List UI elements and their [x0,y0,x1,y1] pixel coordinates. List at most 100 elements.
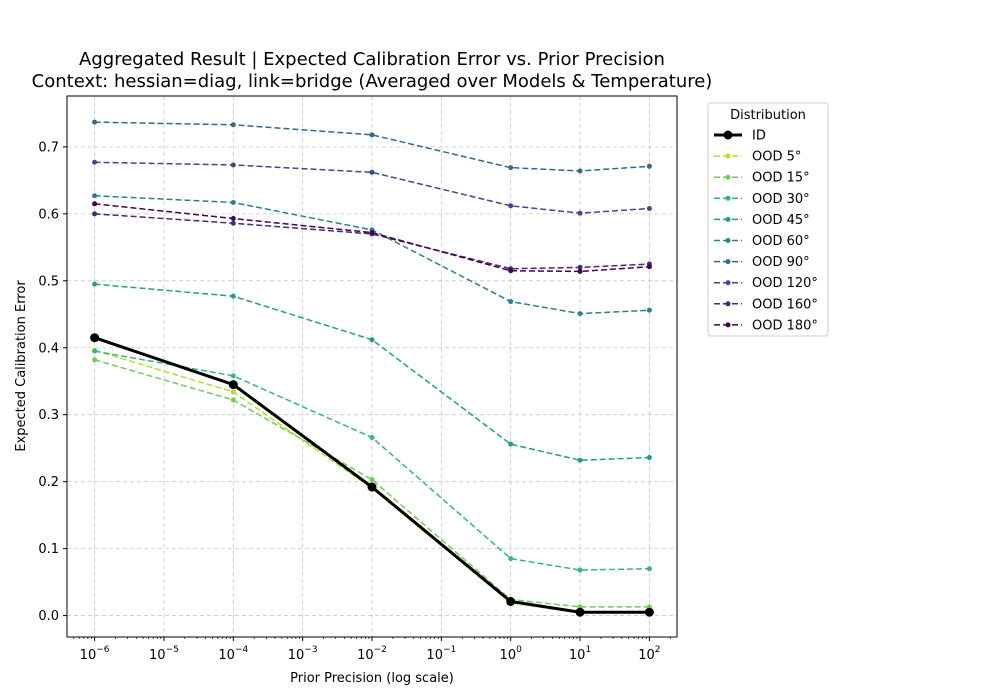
plot-area [67,96,677,637]
legend-label: OOD 5° [752,150,801,165]
series-line [94,336,650,614]
x-tick-label: 10−1 [426,645,456,663]
data-point [92,193,98,199]
data-point [506,597,516,607]
legend-item: OOD 120° [714,276,818,291]
legend-box [707,102,829,337]
data-point [508,299,514,305]
data-point [92,357,98,363]
y-axis-label: Expected Calibration Error [14,280,29,452]
series-line [94,350,650,571]
data-point [230,216,236,222]
legend-marker [725,259,731,265]
y-tick-label: 0.6 [38,207,59,222]
x-tick-label: 10−5 [149,645,179,663]
data-point [577,264,583,270]
data-point [92,281,98,287]
legend: Distribution ID OOD 5° OOD 15° OOD 30° OOD 4… [707,102,829,337]
y-tick-label: 0.3 [38,408,59,423]
legend-item: OOD 5° [714,150,801,165]
legend-items: ID OOD 5° OOD 15° OOD 30° OOD 45° OOD 60° OOD … [714,129,818,333]
data-point [92,211,98,217]
x-tick-label: 102 [638,645,660,663]
data-point [230,293,236,299]
legend-marker [725,195,731,201]
legend-marker [725,301,731,307]
data-point [508,165,514,171]
series-line [94,349,650,614]
chart-subtitle: Context: hessian=diag, link=bridge (Aver… [32,71,713,92]
legend-marker [725,153,731,159]
data-point [575,607,585,617]
legend-item: OOD 30° [714,192,810,207]
legend-marker [725,322,731,328]
data-point [646,205,652,211]
y-tick-label: 0.5 [38,274,59,289]
series-line [94,283,650,461]
data-point [508,441,514,447]
legend-item: OOD 160° [714,297,818,312]
legend-label: OOD 180° [752,318,818,333]
legend-label: OOD 30° [752,192,810,207]
data-point [369,434,375,440]
data-point [369,132,375,138]
data-point [369,169,375,175]
data-point [92,119,98,125]
data-point [646,264,652,270]
legend-label: OOD 60° [752,234,810,249]
x-tick-label: 10−2 [357,645,387,663]
y-tick-label: 0.1 [38,542,59,557]
data-point [508,556,514,562]
data-point [367,482,377,492]
data-point [230,122,236,128]
y-tick-label: 0.7 [38,140,59,155]
data-point [92,348,98,354]
data-point [230,397,236,403]
x-tick-label: 10−6 [80,645,110,663]
chart-title: Aggregated Result | Expected Calibration… [79,49,665,70]
data-point [230,373,236,379]
data-point [230,162,236,168]
data-point [508,268,514,274]
legend-title: Distribution [730,108,806,123]
legend-label: OOD 45° [752,213,810,228]
data-point [577,567,583,573]
legend-label: OOD 160° [752,297,818,312]
data-point [228,380,238,390]
data-point [577,210,583,216]
y-tick-label: 0.4 [38,341,59,356]
data-point [230,199,236,205]
series-line [94,195,650,315]
legend-marker [725,174,731,180]
data-point [644,607,654,617]
legend-label: OOD 120° [752,276,818,291]
gridlines [67,96,677,637]
legend-label: ID [752,129,766,144]
data-point [369,477,375,483]
data-point [577,268,583,274]
legend-marker [723,130,733,140]
data-point [577,457,583,463]
legend-item: OOD 45° [714,213,810,228]
data-point [577,168,583,174]
series-lines [90,119,654,617]
data-point [369,337,375,343]
legend-marker [725,216,731,222]
legend-item: OOD 180° [714,318,818,333]
legend-item: OOD 60° [714,234,810,249]
data-point [369,230,375,236]
data-point [92,201,98,207]
x-tick-label: 100 [500,645,523,663]
data-point [646,455,652,461]
y-tick-label: 0.0 [38,609,59,624]
data-point [230,389,236,395]
axes: 10−6 10−5 10−4 10−3 10−2 10−1 100 101 102 0.0 0.1 0… [38,140,671,663]
legend-item: OOD 15° [714,171,810,186]
legend-marker [725,280,731,286]
legend-label: OOD 90° [752,255,810,270]
legend-label: OOD 15° [752,171,810,186]
data-point [577,311,583,317]
x-tick-label: 10−4 [218,645,248,663]
legend-item: OOD 90° [714,255,810,270]
